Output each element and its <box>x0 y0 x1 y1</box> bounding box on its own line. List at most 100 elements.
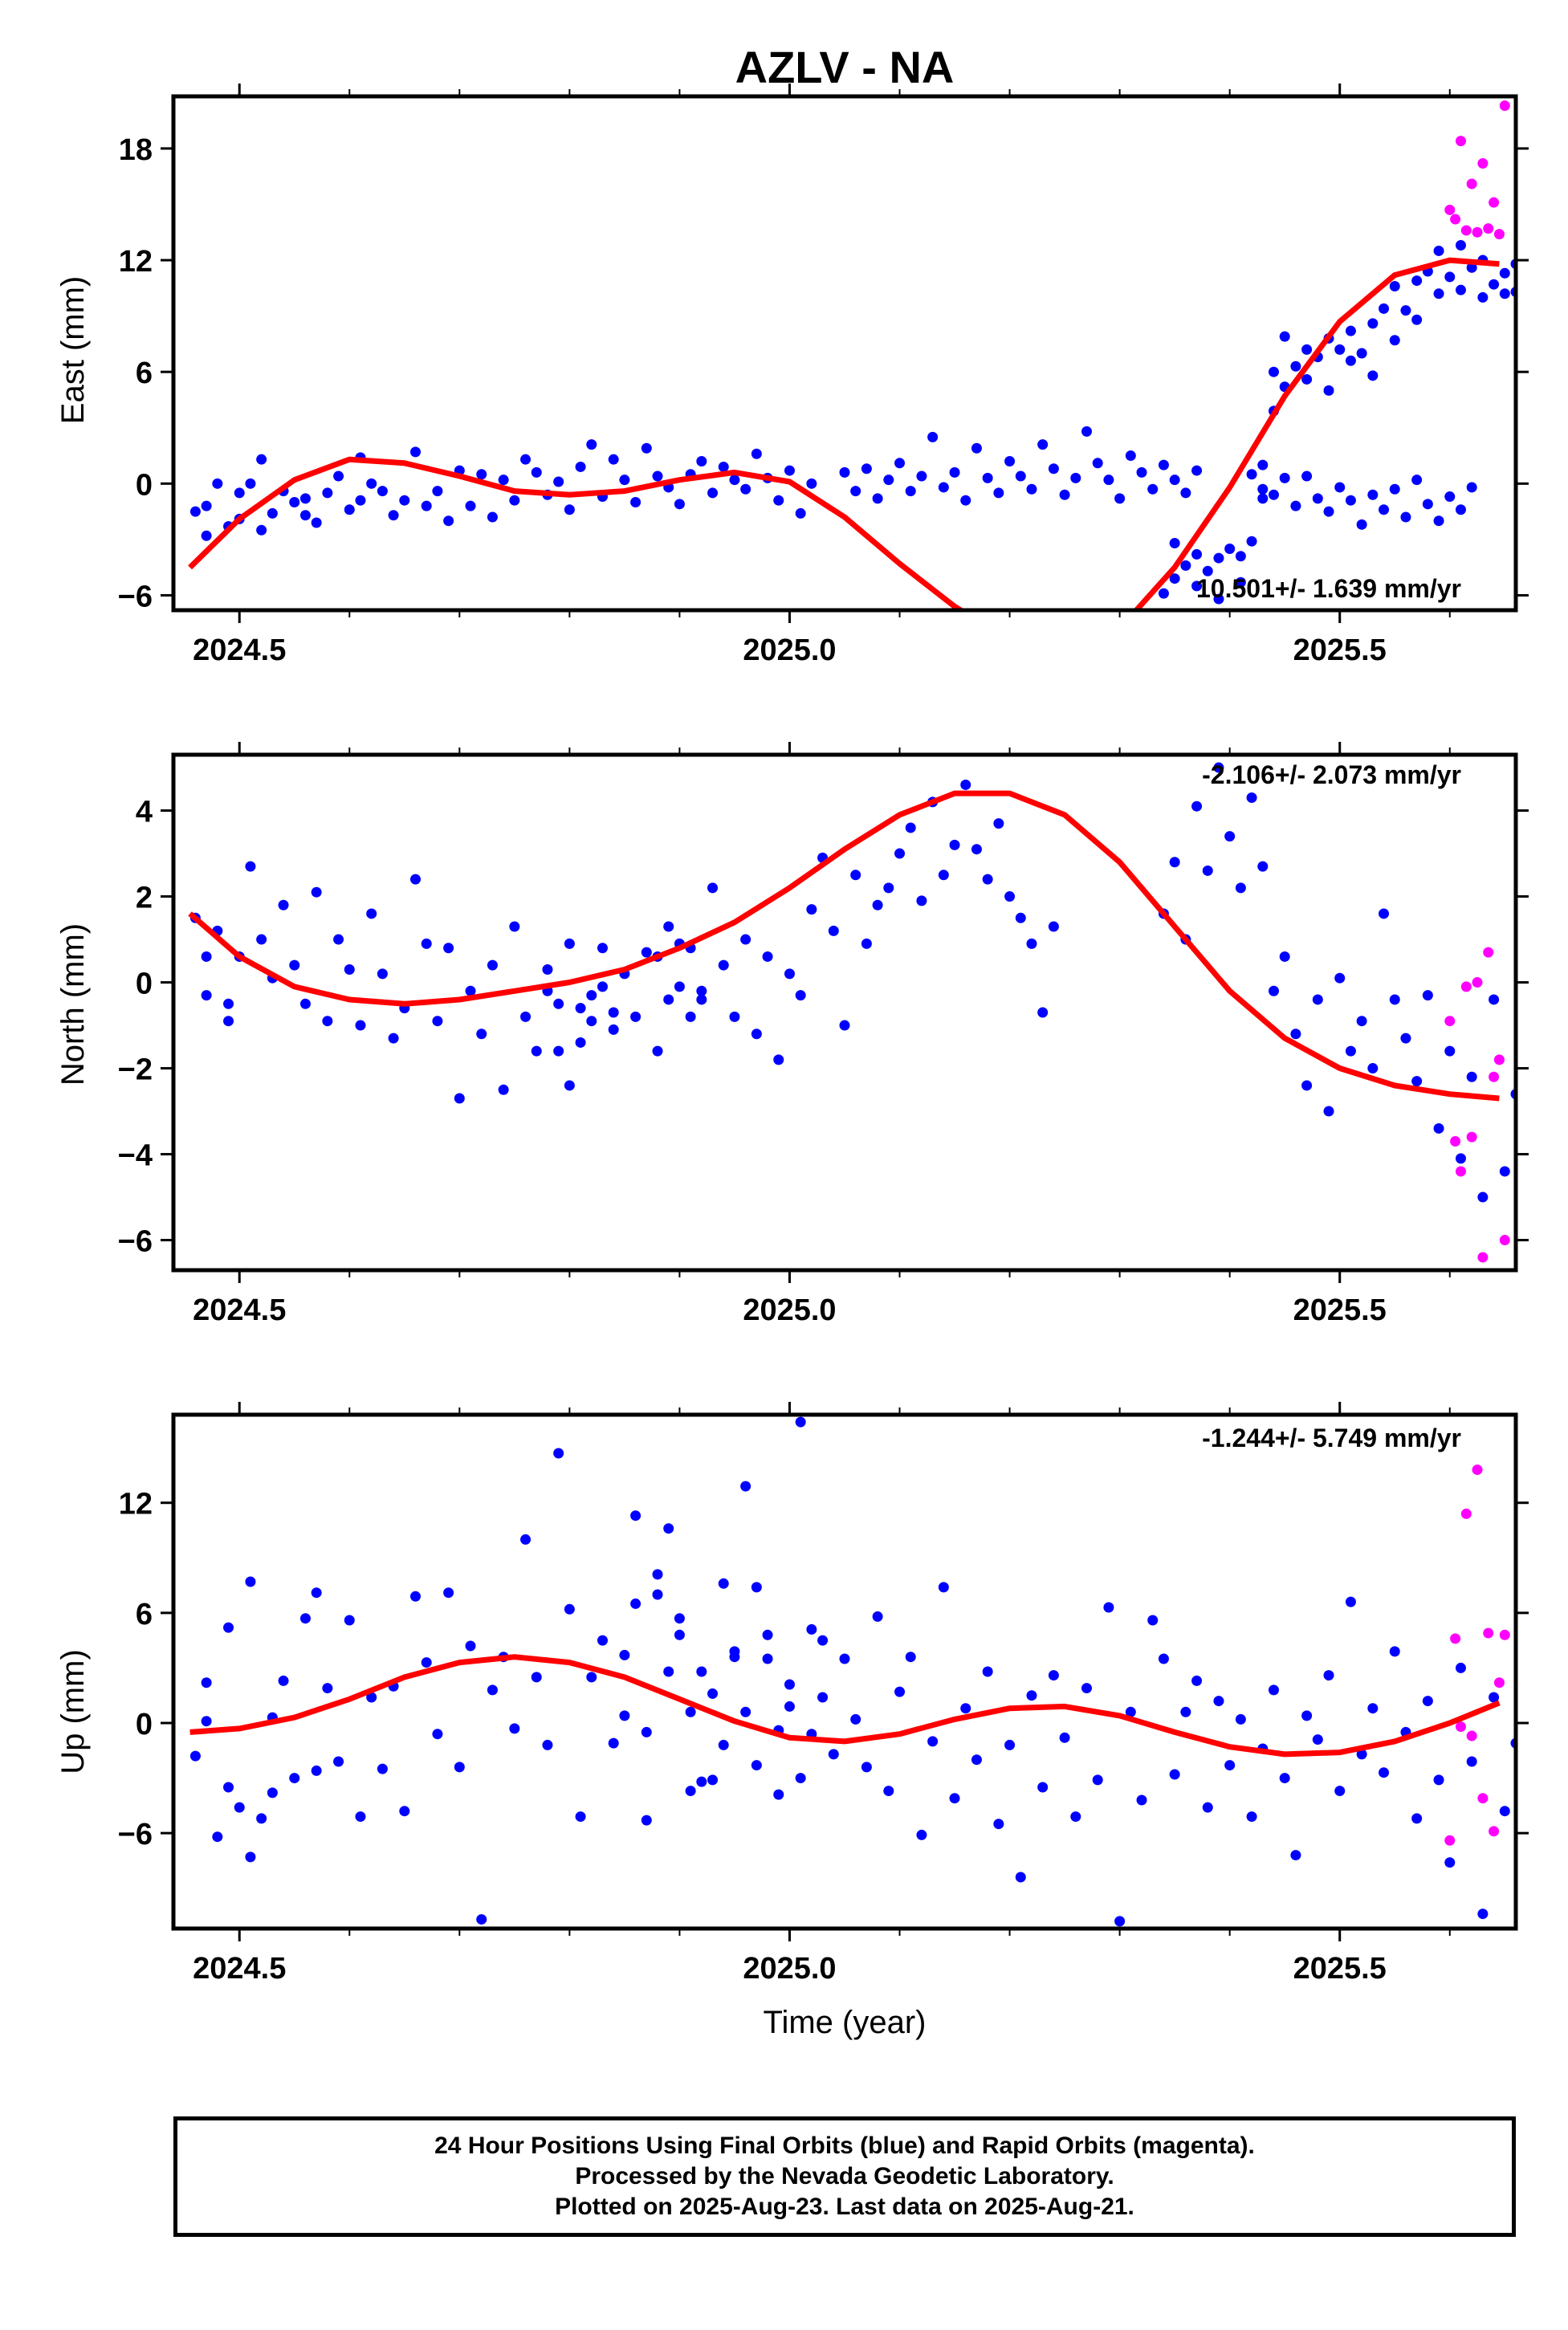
up-final-orbit-point <box>718 1578 729 1589</box>
east-y-tick-label: −6 <box>118 580 153 613</box>
north-final-orbit-point <box>806 904 817 915</box>
east-final-orbit-point <box>212 478 223 489</box>
up-final-orbit-point <box>1334 1786 1346 1797</box>
up-final-orbit-point <box>1158 1653 1169 1664</box>
east-final-orbit-point <box>189 506 201 517</box>
up-final-orbit-point <box>619 1710 630 1721</box>
up-final-orbit-point <box>839 1653 850 1664</box>
east-rapid-orbit-point <box>1466 178 1477 189</box>
up-rapid-orbit-point <box>1472 1464 1483 1476</box>
up-final-orbit-point <box>652 1569 663 1580</box>
east-final-orbit-point <box>1290 500 1301 511</box>
east-final-orbit-point <box>1180 560 1191 571</box>
north-final-orbit-point <box>1202 865 1213 876</box>
north-final-orbit-point <box>608 1024 619 1035</box>
east-final-orbit-point <box>333 470 344 482</box>
east-final-orbit-point <box>1158 459 1169 470</box>
up-final-orbit-point <box>773 1789 784 1800</box>
up-final-orbit-point <box>883 1786 894 1797</box>
north-final-orbit-point <box>938 870 949 881</box>
north-final-orbit-point <box>828 925 839 936</box>
north-x-tick-label: 2025.5 <box>1293 1293 1387 1327</box>
east-final-orbit-point <box>630 497 641 508</box>
north-final-orbit-point <box>498 1084 509 1095</box>
north-final-orbit-point <box>1323 1106 1334 1117</box>
east-final-orbit-point <box>1268 366 1279 377</box>
up-final-orbit-point <box>1455 1662 1466 1673</box>
up-panel: Up (mm) 2024.5 2025.0 2025.5 12 6 0 −6 -1.244+/… <box>55 1402 1529 1986</box>
east-final-orbit-point <box>1466 482 1477 493</box>
up-final-orbit-point <box>674 1629 685 1640</box>
north-final-orbit-point <box>1015 912 1026 923</box>
north-plot-frame <box>171 752 1518 1273</box>
east-final-orbit-point <box>531 466 542 478</box>
up-final-orbit-point <box>1004 1739 1016 1750</box>
north-final-orbit-point <box>685 1011 696 1022</box>
north-final-orbit-point <box>454 1093 465 1104</box>
up-final-orbit-point <box>1356 1749 1367 1760</box>
north-final-orbit-point <box>1224 831 1236 842</box>
up-final-orbit-point <box>311 1587 322 1599</box>
north-final-orbit-point <box>256 934 267 945</box>
up-final-orbit-point <box>652 1589 663 1600</box>
east-final-orbit-point <box>949 466 960 478</box>
up-final-orbit-point <box>1345 1596 1356 1607</box>
up-final-orbit-point <box>1191 1675 1203 1686</box>
up-final-orbit-point <box>993 1819 1004 1830</box>
north-final-orbit-point <box>355 1020 366 1031</box>
up-rapid-orbit-point <box>1455 1721 1466 1733</box>
north-final-orbit-point <box>894 848 906 859</box>
north-final-orbit-point <box>564 1080 575 1091</box>
east-final-orbit-point <box>322 487 333 499</box>
north-rapid-orbit-point <box>1460 981 1472 992</box>
up-final-orbit-point <box>1103 1602 1114 1613</box>
east-x-tick-label: 2025.0 <box>743 633 836 667</box>
north-final-orbit-point <box>432 1016 443 1027</box>
east-final-orbit-point <box>366 478 377 489</box>
north-final-orbit-point <box>1533 1033 1543 1044</box>
up-final-orbit-point <box>784 1701 795 1712</box>
north-final-orbit-point <box>421 938 432 949</box>
north-final-orbit-point <box>1477 1191 1489 1203</box>
up-final-orbit-point <box>410 1591 422 1602</box>
east-final-orbit-point <box>1345 325 1356 336</box>
north-final-orbit-point <box>487 959 498 971</box>
east-final-orbit-point <box>256 454 267 465</box>
north-final-orbit-point <box>751 1029 762 1040</box>
north-final-orbit-point <box>883 882 894 894</box>
north-final-orbit-point <box>201 951 212 962</box>
east-final-orbit-point <box>1334 482 1346 493</box>
up-final-orbit-point <box>487 1684 498 1696</box>
east-final-orbit-point <box>1389 483 1400 495</box>
east-final-orbit-point <box>861 463 872 475</box>
east-final-orbit-point <box>1400 305 1411 316</box>
up-final-orbit-point <box>663 1666 674 1677</box>
north-final-orbit-point <box>696 985 707 996</box>
east-final-orbit-point <box>1059 489 1070 500</box>
east-final-orbit-point <box>553 476 564 487</box>
east-final-orbit-point <box>1235 576 1246 588</box>
north-final-orbit-point <box>311 886 322 898</box>
up-final-orbit-point <box>189 1750 201 1762</box>
east-rapid-orbit-point <box>1472 226 1483 238</box>
east-rate-label: 10.501+/- 1.639 mm/yr <box>1196 574 1461 603</box>
east-final-orbit-point <box>1092 458 1103 469</box>
east-final-orbit-point <box>1026 483 1037 495</box>
up-final-orbit-point <box>795 1416 806 1428</box>
north-final-orbit-point <box>663 994 674 1005</box>
north-final-orbit-point <box>850 870 861 881</box>
up-y-tick-label: 12 <box>119 1488 153 1521</box>
east-final-orbit-point <box>1235 551 1246 562</box>
east-final-orbit-point <box>289 497 300 508</box>
east-final-orbit-point <box>740 483 751 495</box>
up-final-orbit-point <box>872 1611 883 1622</box>
up-rapid-orbit-point <box>1444 1835 1456 1846</box>
east-final-orbit-point <box>1533 270 1543 280</box>
up-final-orbit-point <box>1048 1670 1059 1681</box>
north-final-orbit-point <box>322 1016 333 1027</box>
up-final-orbit-point <box>1379 1767 1390 1778</box>
footer-line-processed-by: Processed by the Nevada Geodetic Laborat… <box>575 2163 1114 2189</box>
east-final-orbit-point <box>927 431 939 442</box>
east-x-tick-label: 2024.5 <box>193 633 286 667</box>
